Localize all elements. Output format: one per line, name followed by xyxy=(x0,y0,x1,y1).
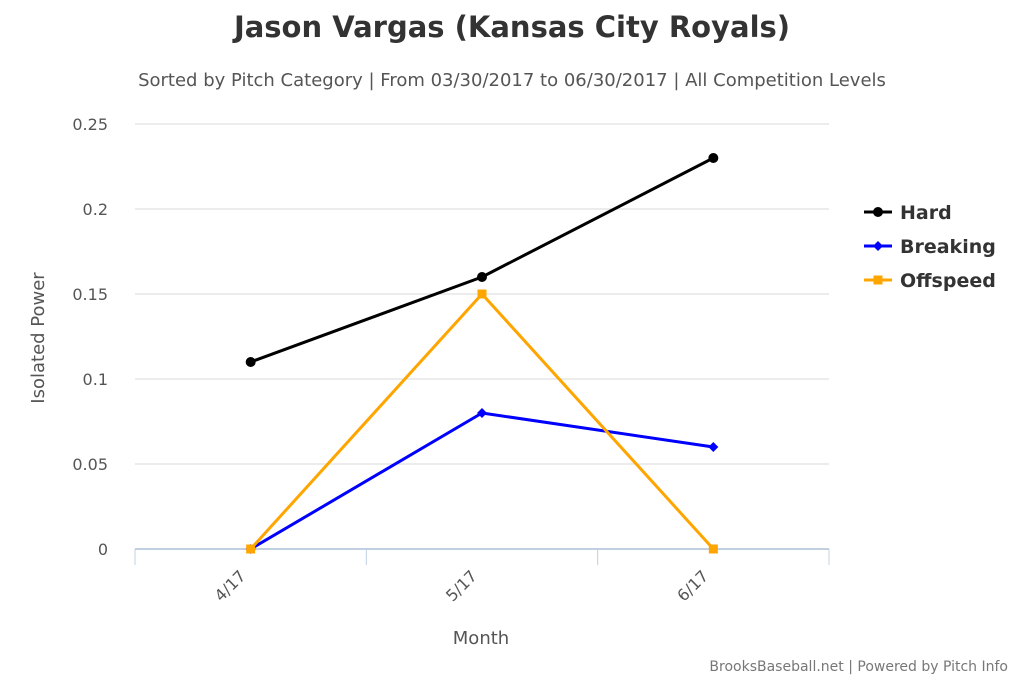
x-tick-label: 4/17 xyxy=(211,566,250,605)
legend-marker xyxy=(873,275,883,285)
chart-subtitle: Sorted by Pitch Category | From 03/30/20… xyxy=(138,70,886,91)
legend-label: Breaking xyxy=(900,236,996,258)
y-tick-label: 0.05 xyxy=(72,455,108,474)
credit-text: BrooksBaseball.net | Powered by Pitch In… xyxy=(709,659,1008,675)
data-point-offspeed xyxy=(246,544,256,554)
y-tick-label: 0.15 xyxy=(72,285,108,304)
chart-title: Jason Vargas (Kansas City Royals) xyxy=(233,10,791,44)
data-point-offspeed xyxy=(477,289,487,299)
y-tick-label: 0.1 xyxy=(83,370,108,389)
legend-marker xyxy=(873,241,883,251)
y-tick-label: 0.25 xyxy=(72,115,108,134)
data-point-hard xyxy=(245,357,256,367)
legend-item-offspeed: Offspeed xyxy=(864,270,996,292)
data-point-hard xyxy=(708,153,719,163)
legend-marker xyxy=(873,207,883,217)
data-point-hard xyxy=(477,272,487,282)
legend-label: Hard xyxy=(900,202,952,224)
series-line-offspeed xyxy=(249,292,715,551)
legend-item-breaking: Breaking xyxy=(864,236,996,258)
data-point-breaking xyxy=(477,408,487,418)
y-tick-label: 0.2 xyxy=(83,200,108,219)
data-point-breaking xyxy=(708,442,719,452)
y-axis-title: Isolated Power xyxy=(28,272,49,404)
legend-item-hard: Hard xyxy=(864,202,952,224)
series-line-hard xyxy=(250,156,715,364)
data-point-offspeed xyxy=(708,544,718,554)
x-tick-label: 6/17 xyxy=(673,566,712,605)
series-line-breaking xyxy=(249,411,714,551)
x-tick-label: 5/17 xyxy=(442,566,481,605)
y-tick-label: 0 xyxy=(98,540,108,559)
x-axis-title: Month xyxy=(453,628,509,649)
legend-label: Offspeed xyxy=(900,270,996,292)
